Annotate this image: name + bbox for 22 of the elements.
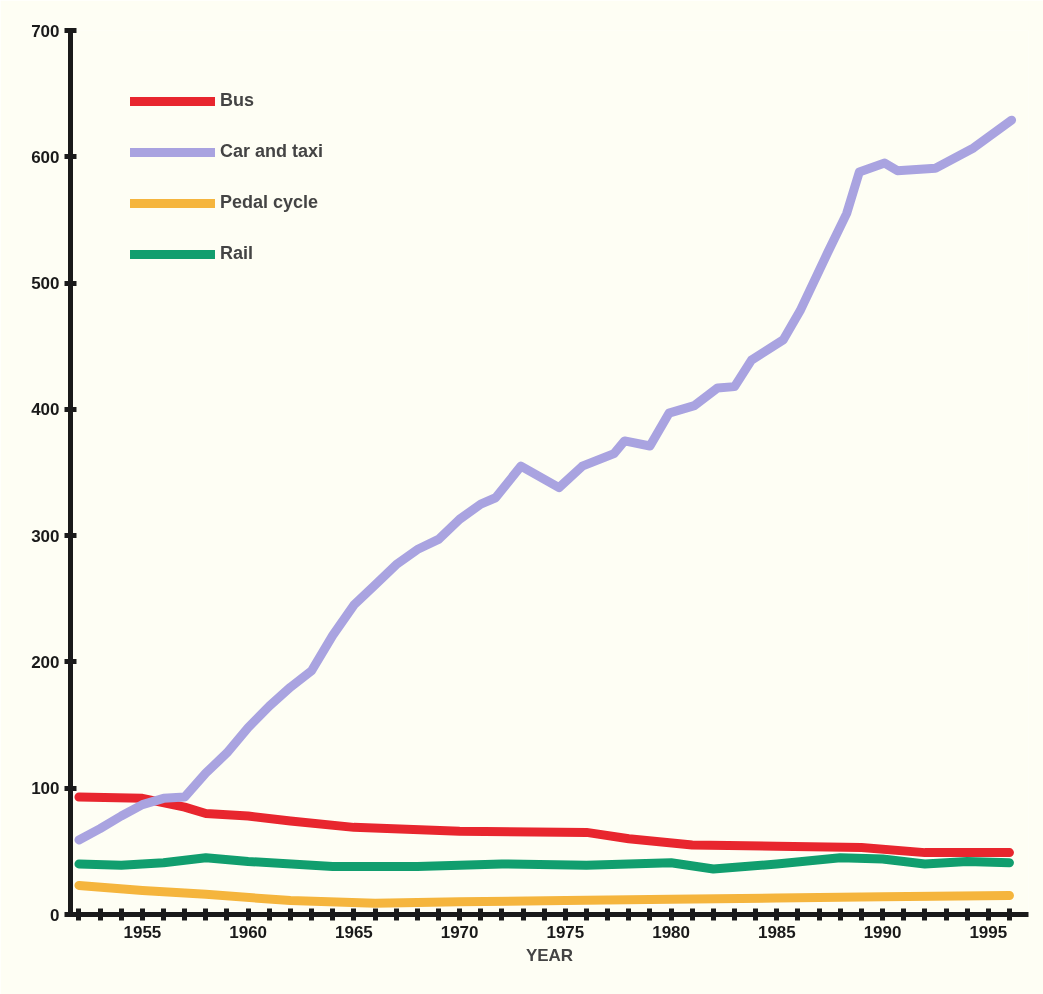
legend-label: Rail (220, 243, 254, 264)
legend-label: Pedal cycle (220, 192, 319, 213)
y-tick-label: 0 (50, 905, 60, 925)
x-tick-label: 1970 (440, 922, 479, 942)
x-tick-label: 1985 (757, 922, 796, 942)
y-tick-label: 700 (31, 21, 60, 41)
x-tick-label: 1965 (334, 922, 373, 942)
x-tick-label: 1975 (546, 922, 585, 942)
x-tick-label: 1995 (969, 922, 1008, 942)
y-tick-label: 400 (31, 400, 60, 420)
y-tick-label: 500 (31, 274, 60, 294)
x-tick-label: 1980 (652, 922, 691, 942)
y-tick-label: 600 (31, 147, 60, 167)
legend-label: Car and taxi (220, 141, 324, 162)
y-tick-label: 300 (31, 526, 60, 546)
x-tick-label: 1955 (123, 922, 162, 942)
x-axis-title: YEAR (525, 945, 574, 965)
x-tick-label: 1990 (863, 922, 902, 942)
y-tick-label: 100 (31, 779, 60, 799)
legend-label: Bus (220, 90, 255, 111)
y-tick-label: 200 (31, 652, 60, 672)
x-tick-label: 1960 (229, 922, 268, 942)
